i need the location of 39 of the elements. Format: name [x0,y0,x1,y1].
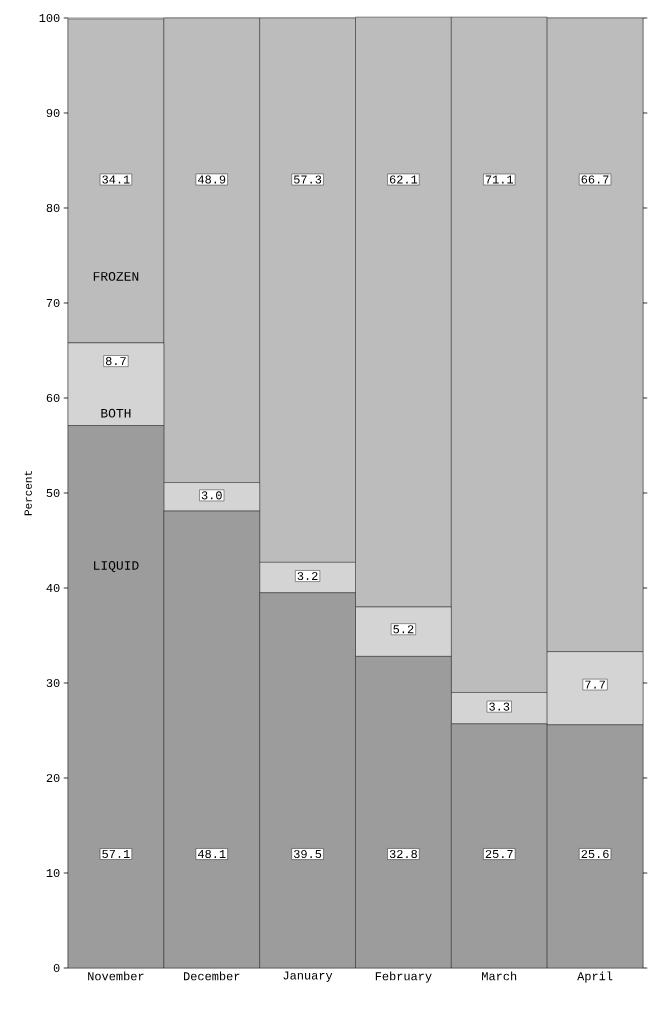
data-label: 5.2 [393,625,414,634]
x-tick-label: March [482,971,517,981]
y-axis-title: Percent [24,471,32,516]
y-tick-label: 10 [46,868,60,878]
data-label: 71.1 [485,175,514,184]
series-label: BOTH [101,408,131,418]
x-tick-label: April [577,971,613,983]
x-tick-label: November [88,971,144,981]
data-label: 48.1 [198,849,226,859]
y-tick-label: 30 [46,678,60,688]
y-tick-label: 60 [46,393,60,403]
data-label: 7.7 [585,680,605,689]
y-tick-label: 70 [46,298,60,308]
y-tick-label: 40 [46,583,60,593]
y-tick-label: 100 [39,13,60,23]
y-tick-label: 0 [53,963,60,973]
x-tick-label: February [375,971,432,983]
data-label: 25.6 [581,849,609,859]
y-tick-label: 50 [46,488,60,498]
series-label: LIQUID [94,561,139,573]
y-tick-label: 80 [46,203,60,213]
x-tick-label: December [184,971,240,981]
data-label: 66.7 [581,175,609,184]
data-label: 3.0 [201,491,222,500]
data-label: 25.7 [485,849,513,859]
y-tick-label: 90 [46,108,60,118]
data-label: 32.8 [389,849,417,859]
data-label: 62.1 [389,175,418,184]
x-tick-label: January [283,971,333,982]
data-label: 57.1 [102,850,130,858]
data-label: 39.5 [293,849,322,859]
data-label: 8.7 [105,357,126,366]
data-label: 3.2 [297,571,318,581]
data-label: 57.3 [293,175,322,184]
data-label: 34.1 [102,175,130,184]
data-label: 3.3 [489,702,510,711]
y-tick-label: 20 [46,773,60,783]
series-label: FROZEN [93,271,139,281]
data-label: 48.9 [198,175,226,184]
